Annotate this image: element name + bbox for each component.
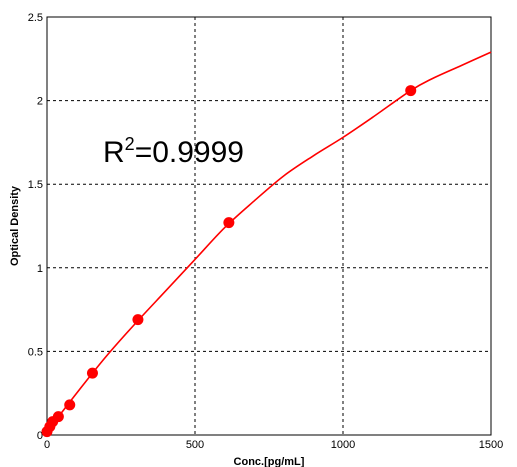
x-tick-label: 500 <box>186 439 204 451</box>
data-points <box>41 85 417 438</box>
r-squared-annotation: R2=0.9999 <box>103 134 244 169</box>
x-tick-label: 0 <box>44 439 50 451</box>
data-point <box>223 217 235 229</box>
fit-curve <box>46 51 492 433</box>
data-point <box>86 367 98 379</box>
y-tick-label: 0 <box>37 430 43 442</box>
y-tick-label: 1 <box>37 263 43 275</box>
data-point <box>132 314 144 326</box>
r-squared-value: =0.9999 <box>135 136 244 169</box>
r-squared-superscript: 2 <box>125 134 135 154</box>
data-point <box>52 411 64 423</box>
x-axis-title: Conc.[pg/mL] <box>234 456 305 467</box>
data-point <box>405 85 417 97</box>
data-point <box>64 399 76 411</box>
plot-area <box>46 16 492 436</box>
y-tick-label: 1.5 <box>28 179 43 191</box>
x-tick-label: 1000 <box>331 439 355 451</box>
y-axis-title: Optical Density <box>9 185 21 266</box>
x-tick-label: 1500 <box>479 439 503 451</box>
r-squared-base: R <box>103 136 125 169</box>
tick-labels: 0 500 1000 1500 0 0.5 1 1.5 2 2.5 <box>28 12 504 451</box>
y-tick-label: 2 <box>37 96 43 108</box>
grid-lines <box>47 17 491 435</box>
y-tick-label: 2.5 <box>28 12 43 24</box>
y-tick-label: 0.5 <box>28 346 43 358</box>
